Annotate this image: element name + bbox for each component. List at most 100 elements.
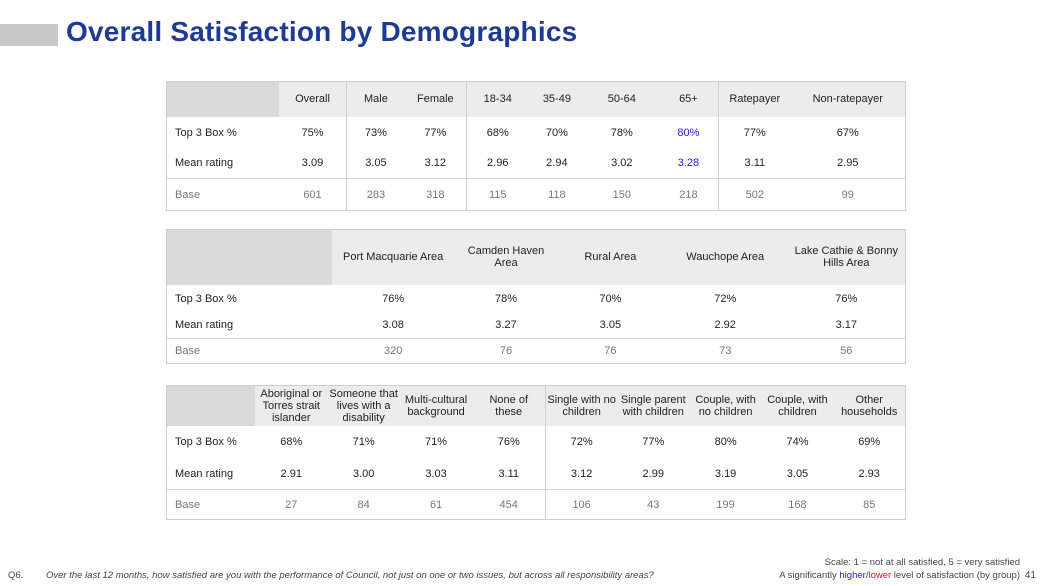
cell: 70% bbox=[599, 292, 622, 305]
sig-suffix: level of satisfaction (by group) bbox=[891, 570, 1020, 581]
col-header-other-households: Other households bbox=[833, 385, 906, 426]
cell: 502 bbox=[718, 178, 791, 211]
cell: 3.27 bbox=[495, 319, 517, 332]
cell: 80% bbox=[714, 436, 737, 448]
cell: 150 bbox=[584, 178, 659, 211]
col-header-camden-haven: Camden Haven Area bbox=[454, 229, 558, 285]
table-row-mean: Mean rating 3.08 3.27 3.05 2.92 3.17 bbox=[167, 313, 906, 339]
cell: 454 bbox=[472, 489, 546, 520]
col-header-aboriginal: Aboriginal or Torres strait islander bbox=[255, 385, 328, 426]
table-corner-cell bbox=[166, 229, 333, 285]
sig-slash: / bbox=[865, 570, 869, 581]
cell: 2.94 bbox=[546, 157, 568, 170]
col-header-non-ratepayer: Non-ratepayer bbox=[790, 81, 906, 117]
cell: 73% bbox=[345, 116, 406, 149]
cell: 168 bbox=[761, 489, 834, 520]
cell: 3.19 bbox=[714, 467, 737, 480]
cell: 3.17 bbox=[835, 319, 858, 332]
cell: 3.05 bbox=[345, 148, 406, 179]
cell: 2.99 bbox=[642, 467, 664, 480]
col-header-single-no-children: Single with no children bbox=[545, 385, 617, 426]
cell: 118 bbox=[528, 178, 585, 211]
sig-higher-label: higher bbox=[839, 570, 866, 581]
row-label: Base bbox=[166, 178, 280, 211]
cell: 85 bbox=[833, 489, 906, 520]
cell: 2.91 bbox=[280, 467, 302, 480]
col-header-single-parent: Single parent with children bbox=[616, 385, 690, 426]
col-header-18-34: 18-34 bbox=[465, 81, 529, 117]
cell: 115 bbox=[465, 178, 529, 211]
col-header-wauchope: Wauchope Area bbox=[662, 229, 788, 285]
row-label: Base bbox=[166, 489, 256, 520]
cell: 71% bbox=[352, 436, 375, 448]
table-row-mean: Mean rating 3.09 3.05 3.12 2.96 2.94 3.0… bbox=[167, 148, 906, 179]
page-number: 41 bbox=[1024, 570, 1036, 581]
demographics-table: Overall Male Female 18-34 35-49 50-64 65… bbox=[166, 81, 906, 211]
cell: 106 bbox=[545, 489, 617, 520]
cell: 77% bbox=[718, 116, 791, 149]
cell: 3.08 bbox=[382, 319, 404, 332]
cell: 3.03 bbox=[425, 467, 447, 480]
col-header-ratepayer: Ratepayer bbox=[718, 81, 791, 117]
table-row-base: Base 27 84 61 454 106 43 199 168 85 bbox=[166, 489, 906, 520]
col-header-35-49: 35-49 bbox=[528, 81, 585, 117]
cell: 56 bbox=[787, 338, 906, 364]
area-table: Port Macquarie Area Camden Haven Area Ru… bbox=[166, 229, 906, 364]
cell: 68% bbox=[465, 116, 529, 149]
cell: 78% bbox=[610, 126, 633, 139]
cell: 3.11 bbox=[718, 148, 791, 179]
col-header-none: None of these bbox=[472, 385, 546, 426]
cell: 77% bbox=[642, 436, 665, 448]
cell: 43 bbox=[616, 489, 690, 520]
cell: 218 bbox=[658, 178, 719, 211]
cell: 99 bbox=[790, 178, 906, 211]
scale-note: Scale: 1 = not at all satisfied, 5 = ver… bbox=[824, 557, 1020, 568]
cell: 27 bbox=[255, 489, 328, 520]
cell: 76 bbox=[557, 338, 663, 364]
cell: 76% bbox=[835, 292, 858, 305]
cell: 77% bbox=[424, 126, 447, 139]
cell: 76% bbox=[382, 292, 405, 305]
row-label: Mean rating bbox=[175, 319, 234, 332]
cell: 2.93 bbox=[858, 467, 880, 480]
cell: 3.09 bbox=[301, 157, 324, 170]
question-number: Q6. bbox=[8, 570, 24, 581]
page-title: Overall Satisfaction by Demographics bbox=[66, 16, 578, 47]
cell: 67% bbox=[836, 126, 859, 139]
col-header-port-macquarie: Port Macquarie Area bbox=[332, 229, 455, 285]
significance-legend: A significantly higher/lower level of sa… bbox=[779, 570, 1020, 581]
cell: 78% bbox=[495, 292, 518, 305]
sig-lower-label: lower bbox=[868, 570, 892, 581]
cell-significant-higher: 3.28 bbox=[677, 157, 700, 170]
cell: 76 bbox=[454, 338, 558, 364]
table-corner-cell bbox=[166, 81, 280, 117]
cell: 2.92 bbox=[714, 319, 736, 332]
cell: 3.11 bbox=[498, 467, 520, 480]
cell-significant-higher: 80% bbox=[677, 126, 700, 139]
table-row-base: Base 601 283 318 115 118 150 218 502 99 bbox=[166, 178, 906, 211]
cell: 75% bbox=[301, 126, 324, 139]
row-label: Top 3 Box % bbox=[175, 126, 237, 139]
cell: 84 bbox=[327, 489, 401, 520]
table-row-top3: Top 3 Box % 68% 71% 71% 76% 72% 77% 80% … bbox=[167, 425, 906, 459]
col-header-multicultural: Multi-cultural background bbox=[400, 385, 473, 426]
table-row-top3: Top 3 Box % 76% 78% 70% 72% 76% bbox=[167, 285, 906, 313]
cell: 318 bbox=[405, 178, 467, 211]
cell: 2.95 bbox=[837, 157, 859, 170]
col-header-female: Female bbox=[405, 81, 467, 117]
row-label: Mean rating bbox=[175, 467, 234, 480]
cell: 3.02 bbox=[611, 157, 633, 170]
cell: 72% bbox=[545, 425, 617, 459]
col-header-65plus: 65+ bbox=[658, 81, 719, 117]
cell: 3.05 bbox=[599, 319, 622, 332]
cell: 72% bbox=[714, 292, 737, 305]
cell: 3.12 bbox=[424, 157, 447, 170]
cell: 3.00 bbox=[352, 467, 375, 480]
cell: 69% bbox=[858, 436, 881, 448]
cell: 68% bbox=[280, 436, 303, 448]
table-row-base: Base 320 76 76 73 56 bbox=[166, 338, 906, 364]
table-row-mean: Mean rating 2.91 3.00 3.03 3.11 3.12 2.9… bbox=[167, 458, 906, 490]
question-text: Over the last 12 months, how satisfied a… bbox=[46, 570, 654, 581]
cell: 3.12 bbox=[545, 458, 617, 490]
cell: 3.05 bbox=[786, 467, 809, 480]
